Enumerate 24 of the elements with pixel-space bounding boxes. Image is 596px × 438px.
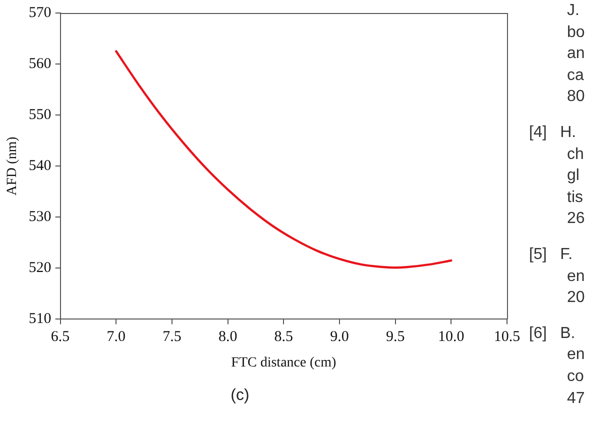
x-axis-title: FTC distance (cm)	[231, 355, 336, 370]
x-tick-label: 7.5	[162, 329, 182, 346]
text: [4] H. ch gl tis 26	[529, 122, 586, 230]
text: [6] B. en co 47	[529, 324, 586, 408]
x-tick-label: 6.5	[50, 329, 70, 346]
y-tick-label: 540	[28, 158, 52, 174]
x-tick-label: 9.5	[386, 329, 405, 346]
x-tick-label: 9.0	[330, 329, 349, 346]
x-tick-label: 8.5	[274, 329, 294, 346]
x-tick-label: 8.0	[218, 329, 238, 346]
text: (c)	[230, 387, 250, 405]
y-tick-label: 560	[28, 56, 52, 72]
y-axis-title: AFD (nm)	[5, 136, 20, 196]
y-tick-label: 550	[28, 107, 52, 124]
x-tick-label: 7.0	[106, 329, 126, 346]
y-tick-label: 520	[28, 260, 52, 276]
x-tick-label: 10.5	[494, 329, 520, 346]
text: [5] F. en 20	[529, 244, 586, 308]
text: J. bo an ca 80	[566, 1, 586, 108]
line-series	[115, 50, 452, 269]
y-tick-label: 530	[28, 209, 52, 226]
y-tick-label: 510	[28, 311, 52, 328]
y-tick-label: 570	[28, 4, 52, 21]
x-tick-label: 10.0	[438, 329, 464, 346]
